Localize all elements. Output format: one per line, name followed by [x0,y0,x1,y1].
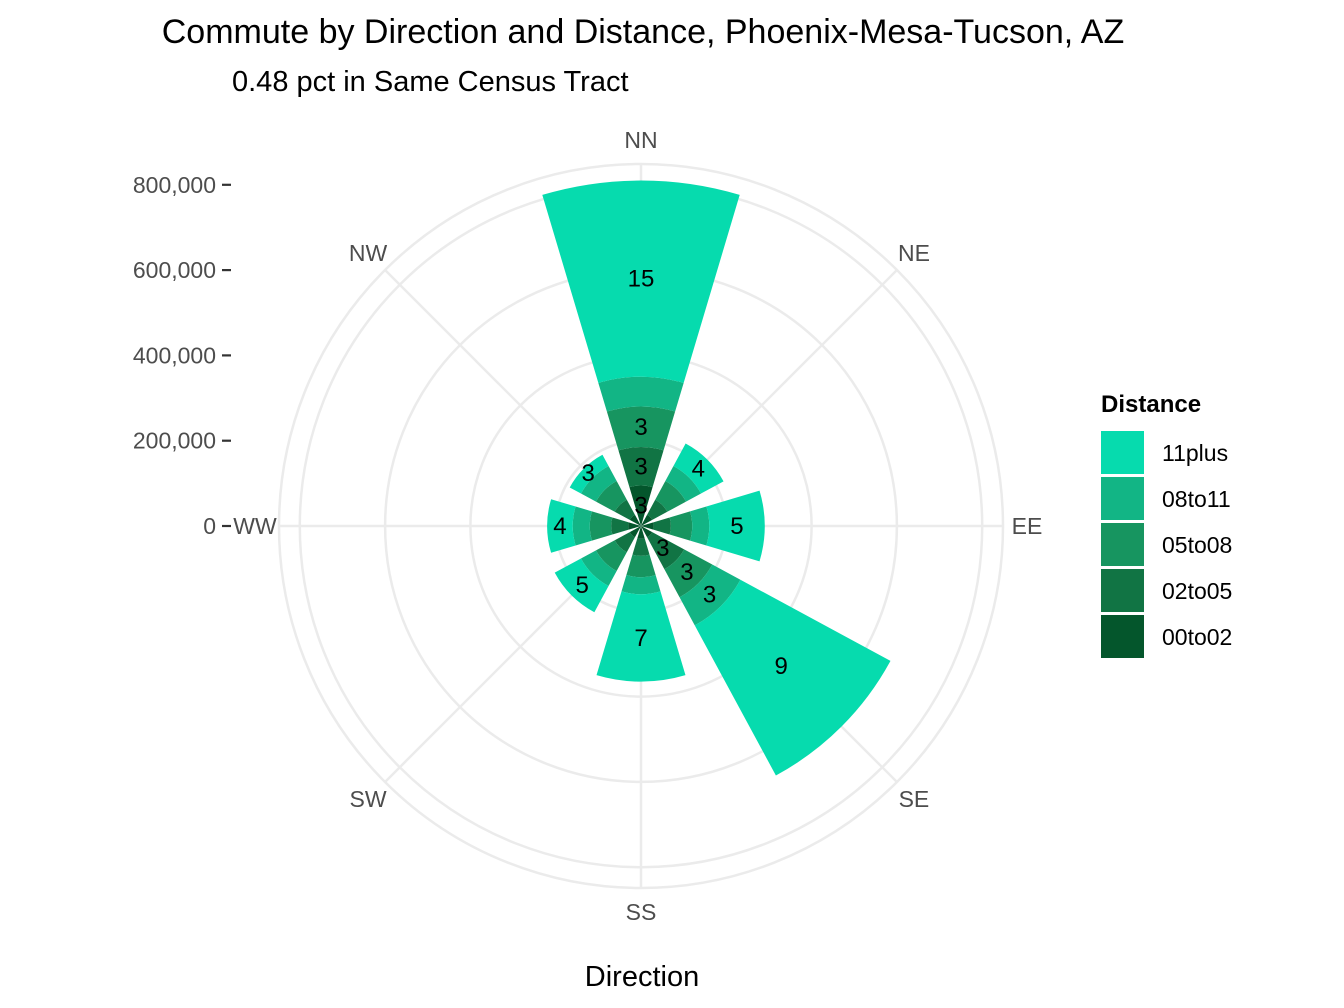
bar-ww-08to11 [572,506,592,546]
bar-nw-05to08 [595,480,627,512]
data-label: 3 [703,582,716,609]
legend-label-02to05: 02to05 [1162,578,1232,604]
r-tick-label: 400,000 [133,342,216,368]
direction-label-ss: SS [626,899,657,925]
legend-swatch-11plus [1101,431,1144,474]
bar-nn-00to02 [629,485,653,526]
r-tick-label: 0 [203,513,216,539]
bar-ee-00to02 [641,522,654,530]
x-axis-title: Direction [585,961,699,993]
data-label: 3 [634,453,647,480]
legend-label-00to02: 00to02 [1162,624,1232,650]
direction-label-ee: EE [1012,513,1043,539]
bar-ee-11plus [706,490,765,562]
r-tick-label: 200,000 [133,428,216,454]
chart-title: Commute by Direction and Distance, Phoen… [162,13,1124,51]
legend-swatch-02to05 [1101,569,1144,612]
r-tick-label: 600,000 [133,257,216,283]
bar-ne-05to08 [655,480,687,512]
direction-labels: NN NE EE SE SS SW WW NW [233,127,1042,925]
bar-ss-08to11 [621,575,661,595]
direction-label-sw: SW [350,786,387,812]
bar-sw-08to11 [580,550,617,587]
data-label: 3 [582,460,595,487]
bar-nn-02to05 [618,447,664,488]
data-label: 3 [634,414,647,441]
legend-label-05to08: 05to08 [1162,532,1232,558]
legend-title: Distance [1101,391,1201,418]
bar-ne-00to02 [641,514,653,526]
bar-ss-11plus [596,591,686,682]
bar-nn-05to08 [606,406,676,451]
legend-swatch-05to08 [1101,523,1144,566]
bar-ne-08to11 [665,465,702,502]
bar-nw-02to05 [614,499,635,520]
data-label: 5 [730,513,743,540]
bar-ss-05to08 [626,554,656,578]
data-label: 5 [576,572,589,599]
data-label: 4 [553,513,566,540]
bar-sw-11plus [554,558,609,613]
bar-sw-00to02 [629,526,641,538]
bar-ss-00to02 [637,526,645,539]
bar-ne-11plus [673,443,724,494]
bar-ww-05to08 [589,511,613,541]
bar-sw-05to08 [595,540,627,572]
r-tick-label: 800,000 [133,172,216,198]
legend: Distance 11plus 08to11 05to08 02to05 00to02 [1101,391,1232,658]
data-label: 3 [634,493,647,520]
legend-swatch-00to02 [1101,615,1144,658]
direction-label-ne: NE [898,240,930,266]
direction-label-ww: WW [233,513,277,539]
bar-ss-02to05 [632,538,650,556]
data-label: 3 [656,535,669,562]
data-label: 15 [628,266,655,293]
bar-ee-05to08 [669,511,693,541]
bar-nw-11plus [569,454,609,494]
bar-nw-08to11 [580,465,617,502]
bar-ww-00to02 [628,522,641,530]
bar-sw-02to05 [614,532,635,553]
bar-se-08to11 [679,564,741,626]
bars-layer [542,180,891,776]
bar-nw-00to02 [629,514,641,526]
direction-label-se: SE [899,786,930,812]
bar-ww-11plus [547,499,576,553]
bar-se-11plus [694,579,891,776]
direction-label-nw: NW [349,240,388,266]
data-label: 7 [634,625,647,652]
bar-nn-11plus [542,180,740,383]
radial-axis: 0 200,000 400,000 600,000 800,000 [133,172,231,539]
bar-nn-08to11 [598,376,684,412]
data-label: 3 [680,559,693,586]
bar-ee-08to11 [690,506,710,546]
legend-label-08to11: 08to11 [1162,486,1231,512]
legend-label-11plus: 11plus [1162,440,1228,466]
bar-se-00to02 [641,526,653,538]
bar-ww-02to05 [611,517,629,535]
bar-ee-02to05 [653,517,671,535]
bar-se-02to05 [647,532,685,570]
bar-se-05to08 [664,549,713,598]
data-label: 4 [692,456,705,483]
direction-label-nn: NN [624,127,657,153]
chart-subtitle: 0.48 pct in Same Census Tract [232,66,629,98]
bar-ne-02to05 [647,499,668,520]
data-label: 9 [775,653,788,680]
legend-swatch-08to11 [1101,477,1144,520]
